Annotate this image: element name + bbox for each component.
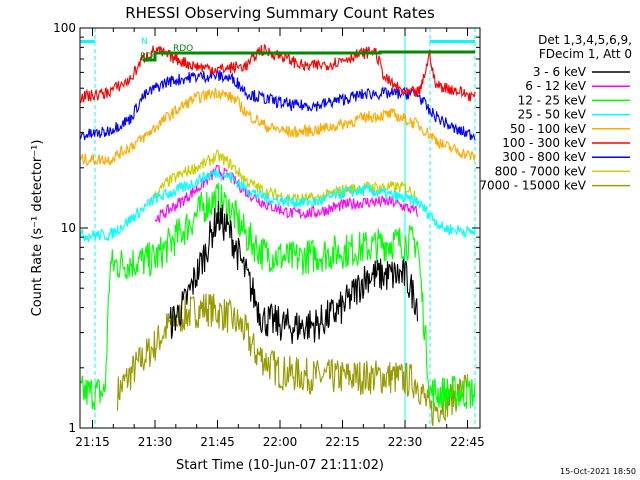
legend-entry-label: 12 - 25 keV xyxy=(518,93,587,107)
rdo-marker-line xyxy=(142,50,475,62)
series-line-1 xyxy=(169,200,419,344)
chart-title: RHESSI Observing Summary Count Rates xyxy=(125,4,435,22)
marker-label-n: N xyxy=(141,37,148,47)
legend-entry-label: 300 - 800 keV xyxy=(502,150,586,164)
series-line-5 xyxy=(79,87,476,167)
legend-entry-label: 800 - 7000 keV xyxy=(495,164,587,178)
night-bar xyxy=(80,40,95,43)
x-tick-label: 22:30 xyxy=(388,435,423,449)
legend-entry-label: 25 - 50 keV xyxy=(518,108,587,122)
marker-label-rdo: RDO xyxy=(173,44,193,54)
x-tick-label: 22:00 xyxy=(263,435,298,449)
y-axis: 1 10 100 xyxy=(53,21,480,435)
marker-label-rd: RD xyxy=(140,52,153,62)
legend-entry-label: 7000 - 15000 keV xyxy=(479,179,586,193)
y-tick-label: 100 xyxy=(53,21,76,35)
series-line-2 xyxy=(154,164,419,223)
y-tick-label: 10 xyxy=(61,221,76,235)
series-line-7 xyxy=(79,69,476,141)
x-tick-label: 22:15 xyxy=(325,435,360,449)
plot-area: N RDO RD xyxy=(79,28,476,428)
x-axis-label: Start Time (10-Jun-07 21:11:02) xyxy=(176,458,384,473)
x-tick-label: 21:45 xyxy=(200,435,235,449)
legend-header: FDecim 1, Att 0 xyxy=(539,47,632,61)
legend-entry-label: 3 - 6 keV xyxy=(533,65,587,79)
footer-date: 15-Oct-2021 18:50 xyxy=(560,467,636,476)
legend-entry-label: 50 - 100 keV xyxy=(510,122,587,136)
x-tick-label: 22:45 xyxy=(450,435,485,449)
x-tick-label: 21:30 xyxy=(138,435,173,449)
legend: Det 1,3,4,5,6,9,FDecim 1, Att 0 3 - 6 keV… xyxy=(479,33,632,193)
series-line-3 xyxy=(79,183,476,411)
legend-header: Det 1,3,4,5,6,9, xyxy=(538,33,632,47)
legend-entry-label: 100 - 300 keV xyxy=(502,136,586,150)
x-tick-label: 21:15 xyxy=(75,435,110,449)
series-line-4 xyxy=(79,168,476,243)
legend-entry-label: 6 - 12 keV xyxy=(525,79,587,93)
night-bar xyxy=(430,40,475,43)
y-tick-label: 1 xyxy=(68,421,76,435)
y-axis-label: Count Rate (s⁻¹ detector⁻¹) xyxy=(30,140,45,317)
x-axis: 21:15 21:30 21:45 22:00 22:15 22:30 22:45 xyxy=(75,28,485,449)
